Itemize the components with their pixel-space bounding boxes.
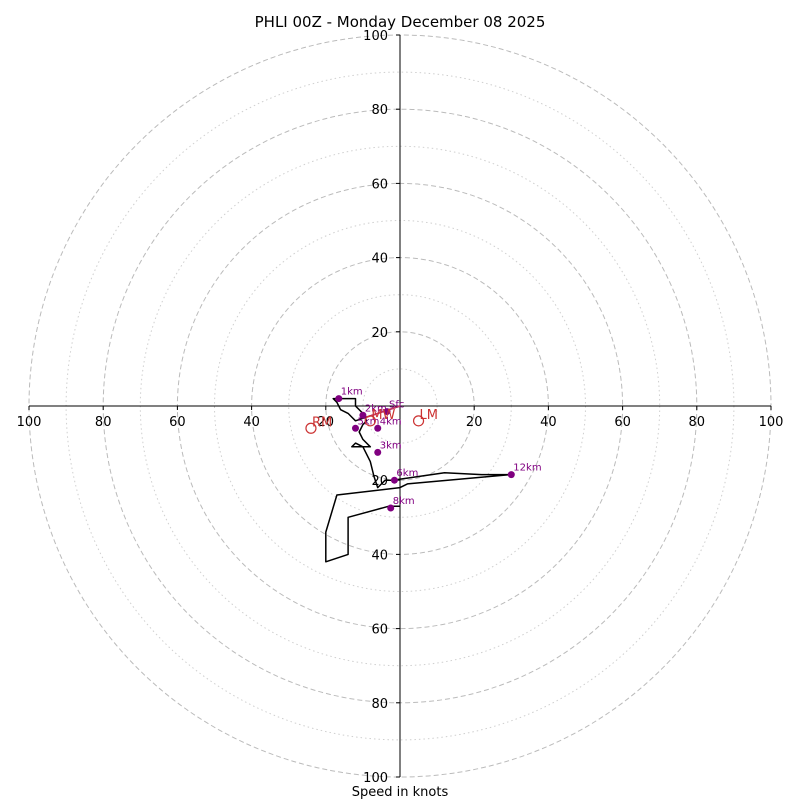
storm-mw-marker [364,415,376,427]
sfc-segment [366,405,401,418]
x-tick-label-right-4: 100 [759,415,784,430]
marker-label-4km: 4km [380,416,402,427]
marker-label-3km: 3km [380,440,402,451]
storm-lm-marker [412,415,425,427]
x-tick-label-right-3: 80 [689,415,706,430]
y-tick-label-top-4: 20 [371,326,388,341]
x-tick-label-left-0: 100 [17,415,42,430]
x-tick-label-right-1: 40 [540,415,557,430]
x-tick-label-left-1: 80 [95,415,112,430]
storm-lm-label: LM [420,408,438,423]
x-tick-label-right-2: 60 [614,415,631,430]
y-tick-label-top-0: 100 [363,29,388,44]
marker-8km [387,504,395,512]
x-tick-label-right-0: 20 [466,415,483,430]
marker-label-6km: 6km [396,468,418,479]
marker-6km [390,476,398,484]
y-tick-label-bottom-2: 60 [371,623,388,638]
marker-5km [351,424,359,432]
marker-3km [374,448,382,456]
storm-rm-label: RM [312,415,332,430]
storm-motion-markers: LM RM MW [305,408,438,434]
x-tick-label-left-3: 40 [243,415,260,430]
tick-labels: 100 80 60 40 20 20 40 60 80 100 100 80 60 40 20 20 40 60 8… [17,29,784,786]
y-tick-label-top-3: 40 [371,252,388,267]
marker-sfc [383,408,391,416]
marker-2km [359,411,367,419]
y-tick-label-bottom-3: 80 [371,697,388,712]
marker-label-5km: 5km [357,416,379,427]
hodograph-trace [325,397,513,563]
hodograph-line [325,397,513,563]
y-tick-label-bottom-0: 20 [371,474,388,489]
marker-1km [335,395,343,403]
marker-12km [507,471,515,479]
chart-title: PHLI 00Z - Monday December 08 2025 [255,13,546,31]
storm-mw-label: MW [371,408,395,423]
marker-label-2km: 2km [365,403,387,414]
y-tick-label-top-1: 80 [371,103,388,118]
y-tick-label-top-2: 60 [371,177,388,192]
marker-label-8km: 8km [393,496,415,507]
marker-4km [374,424,382,432]
marker-label-12km: 12km [513,463,541,474]
y-tick-label-bottom-4: 100 [363,771,388,786]
storm-rm-marker [305,422,317,434]
x-tick-label-left-4: 20 [318,415,335,430]
marker-label-sfc: Sfc [389,400,404,411]
x-tick-label-left-2: 60 [169,415,186,430]
x-axis-label: Speed in knots [352,785,449,800]
y-tick-label-bottom-1: 40 [371,548,388,563]
marker-label-1km: 1km [341,387,363,398]
